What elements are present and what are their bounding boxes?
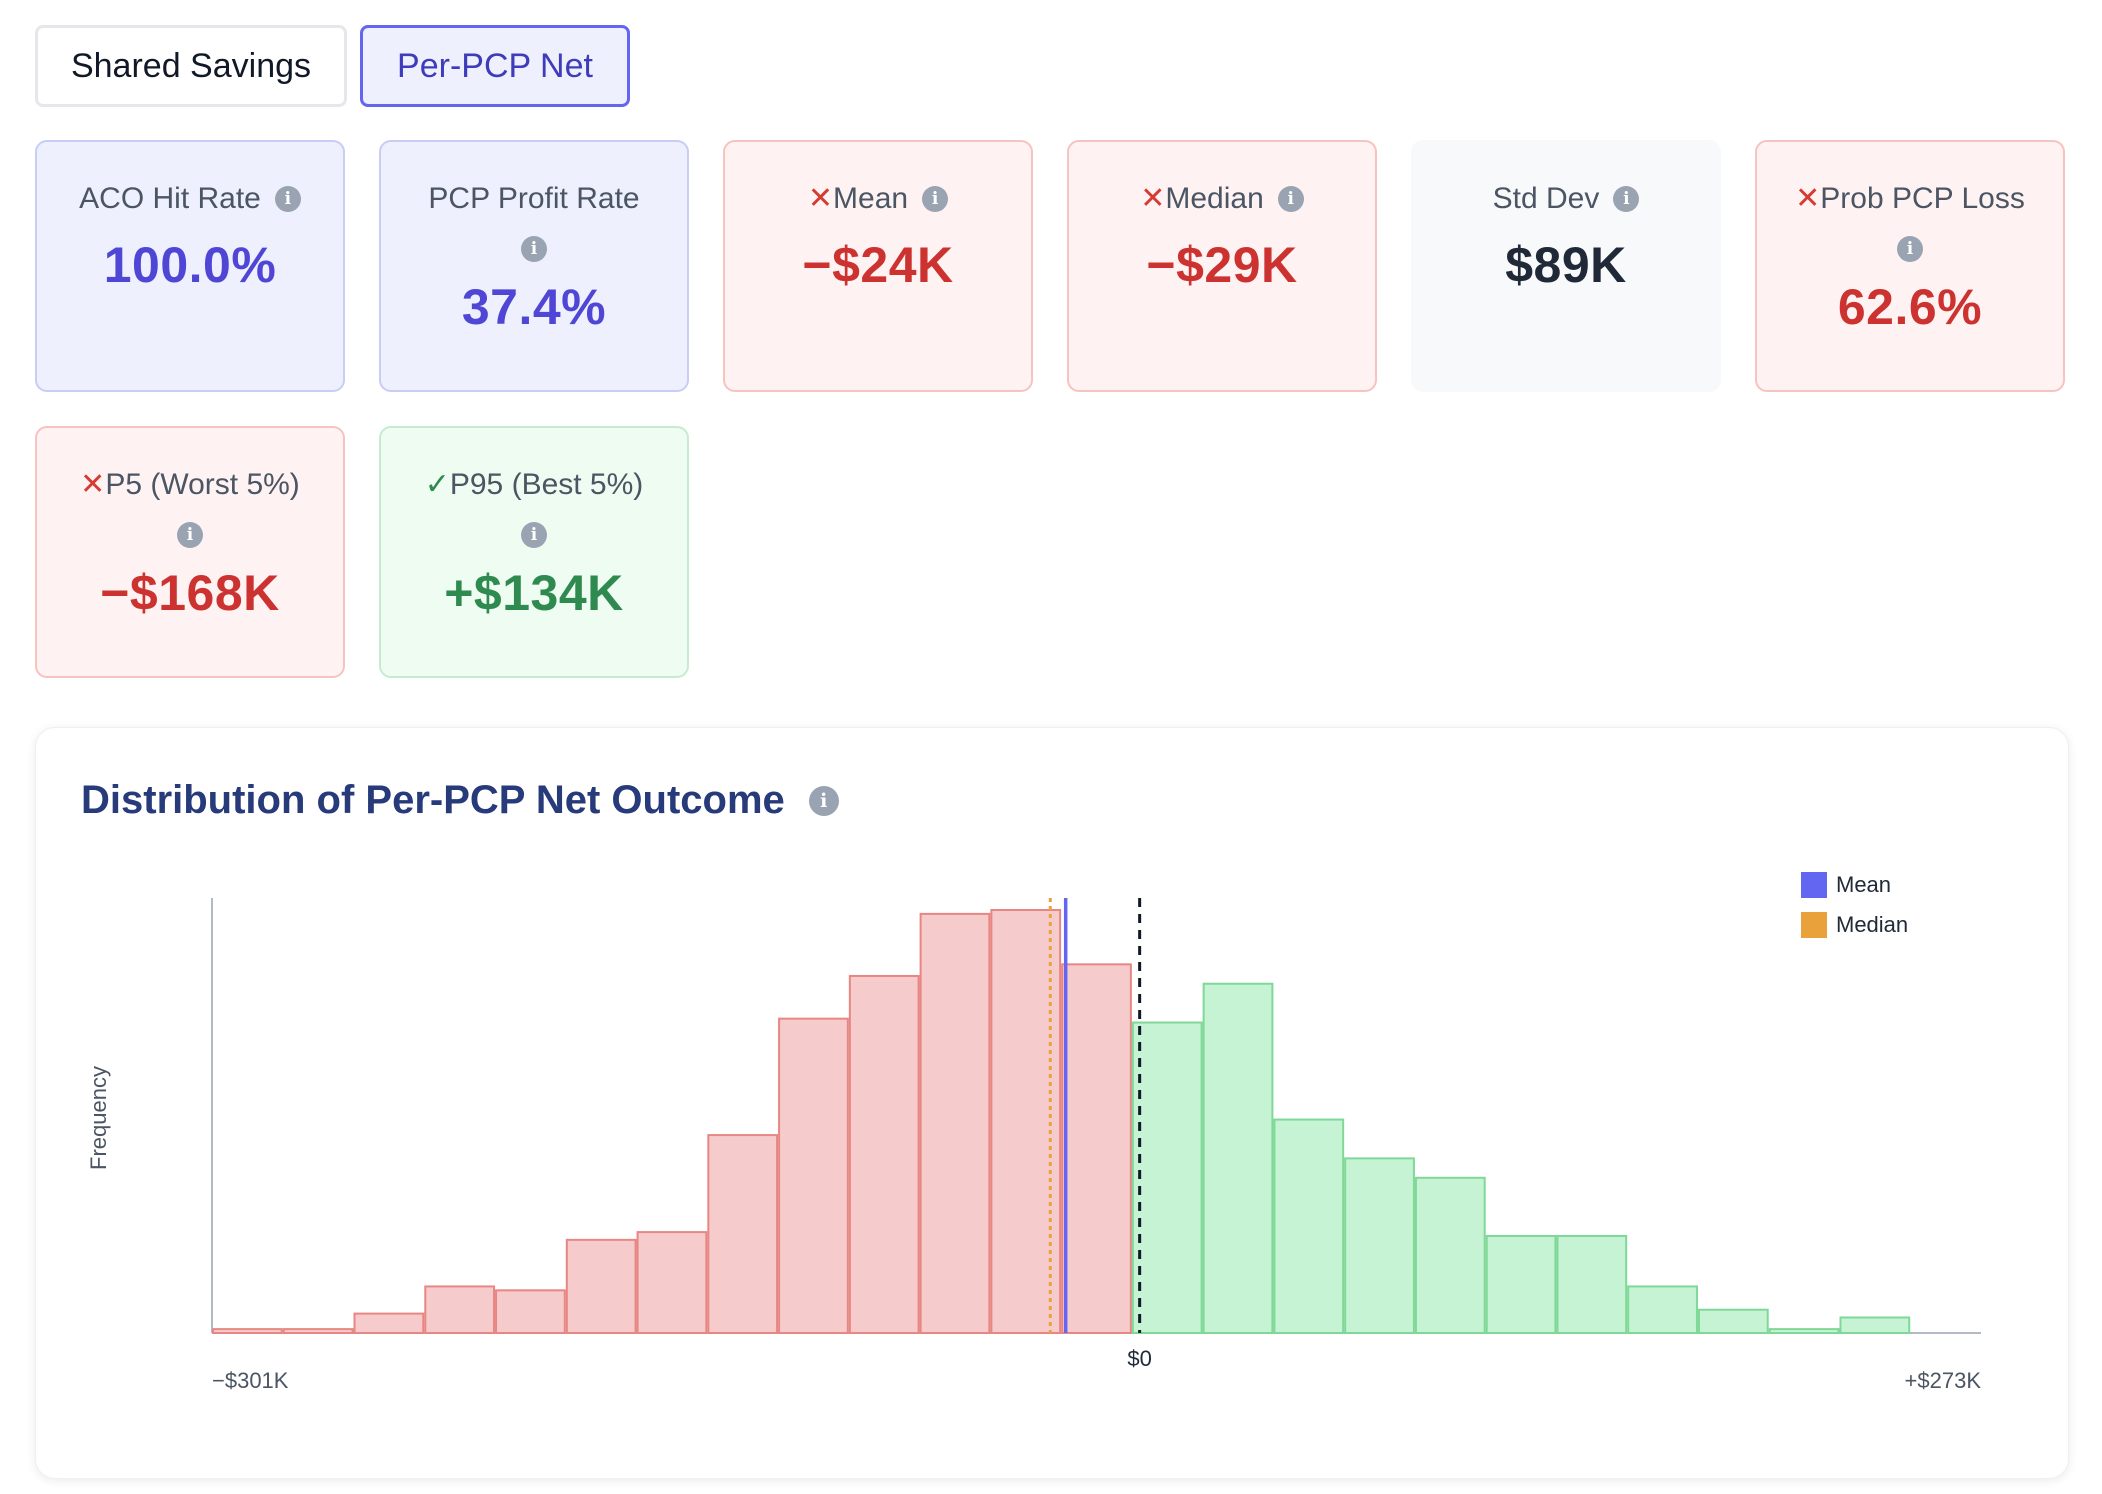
histogram-bar	[424, 1285, 496, 1335]
info-icon[interactable]: i	[1613, 186, 1640, 212]
card-label: P95 (Best 5%)	[449, 468, 644, 501]
x-mark-icon: ✕	[807, 182, 834, 215]
x-tick-label-zero: $0	[1127, 1346, 1151, 1371]
card-pcp-profit-rate: PCP Profit Rate i 37.4%	[379, 140, 689, 392]
legend-swatch	[1801, 872, 1827, 898]
histogram-bar	[1344, 1157, 1415, 1334]
card-label-wrap: ✓ P95 (Best 5%)	[384, 470, 684, 500]
histogram-bar	[707, 1134, 779, 1335]
histogram-bar	[990, 909, 1062, 1334]
card-label: PCP Profit Rate	[428, 182, 640, 215]
card-label-wrap: ✕ Mean i	[728, 184, 1028, 214]
info-icon[interactable]: i	[1897, 236, 1923, 262]
histogram-bar	[353, 1312, 425, 1334]
card-label: Median	[1165, 182, 1264, 215]
info-icon[interactable]: i	[521, 522, 547, 548]
card-value: 62.6%	[1837, 279, 1983, 335]
legend-swatch	[1801, 912, 1827, 938]
tab-per-pcp-net[interactable]: Per-PCP Net	[360, 25, 630, 107]
legend-label: Mean	[1836, 872, 1891, 897]
check-mark-icon: ✓	[424, 468, 450, 501]
x-mark-icon: ✕	[1795, 182, 1821, 215]
card-label: Prob PCP Loss	[1820, 182, 2025, 215]
histogram-bar	[636, 1231, 708, 1335]
info-icon[interactable]: i	[274, 186, 301, 212]
histogram-bar	[1131, 1021, 1203, 1334]
card-label: ACO Hit Rate	[79, 182, 261, 215]
histogram-bar	[1414, 1176, 1486, 1334]
y-axis-label: Frequency	[86, 1066, 111, 1170]
card-value: −$24K	[802, 237, 954, 293]
histogram-bar	[778, 1017, 849, 1334]
histogram-bar	[1273, 1118, 1345, 1334]
card-label: Mean	[833, 182, 909, 215]
histogram-bar	[1697, 1308, 1769, 1334]
tab-shared-savings[interactable]: Shared Savings	[35, 25, 347, 107]
chart-title-wrap: Distribution of Per-PCP Net Outcome i	[81, 778, 839, 823]
card-value: −$168K	[100, 565, 280, 621]
x-mark-icon: ✕	[80, 468, 106, 501]
info-icon[interactable]: i	[1277, 186, 1304, 212]
card-p95: ✓ P95 (Best 5%) i +$134K	[379, 426, 689, 678]
card-label-wrap: ✕ Prob PCP Loss	[1760, 184, 2060, 214]
card-label-wrap: ACO Hit Rate i	[40, 184, 340, 214]
info-icon[interactable]: i	[177, 522, 203, 548]
info-icon[interactable]: i	[521, 236, 547, 262]
card-label: P5 (Worst 5%)	[105, 468, 300, 501]
card-value: 100.0%	[103, 237, 277, 293]
histogram-bar	[1061, 963, 1132, 1335]
card-label-wrap: ✕ P5 (Worst 5%)	[40, 470, 340, 500]
histogram-bar	[1556, 1234, 1628, 1335]
chart-title: Distribution of Per-PCP Net Outcome	[81, 778, 785, 822]
histogram-bar	[1768, 1328, 1840, 1334]
x-mark-icon: ✕	[1140, 182, 1166, 215]
x-tick-label-max: +$273K	[1905, 1368, 1982, 1393]
card-prob-pcp-loss: ✕ Prob PCP Loss i 62.6%	[1755, 140, 2065, 392]
histogram-bar	[282, 1328, 354, 1334]
card-median: ✕ Median i −$29K	[1067, 140, 1377, 392]
histogram-bar	[1627, 1285, 1698, 1335]
card-mean: ✕ Mean i −$24K	[723, 140, 1033, 392]
histogram-bar	[565, 1238, 637, 1335]
histogram-bar	[1202, 982, 1274, 1334]
card-value: +$134K	[444, 565, 624, 621]
card-label-wrap: ✕ Median i	[1072, 184, 1372, 214]
info-icon[interactable]: i	[808, 785, 839, 816]
histogram-bar	[919, 912, 991, 1334]
card-p5: ✕ P5 (Worst 5%) i −$168K	[35, 426, 345, 678]
card-std-dev: Std Dev i $89K	[1411, 140, 1721, 392]
legend-label: Median	[1836, 912, 1908, 937]
card-label-wrap: PCP Profit Rate	[384, 184, 684, 214]
histogram-bar	[495, 1289, 566, 1335]
card-value: 37.4%	[461, 279, 607, 335]
card-label: Std Dev	[1492, 182, 1600, 215]
card-value: $89K	[1505, 237, 1627, 293]
histogram-chart: −$301K $0 +$273K Frequency Mean Median	[86, 872, 1982, 1393]
histogram-bar	[212, 1328, 283, 1334]
histogram-bar	[848, 974, 920, 1334]
histogram-bar	[1485, 1234, 1557, 1335]
info-icon[interactable]: i	[922, 186, 949, 212]
card-aco-hit-rate: ACO Hit Rate i 100.0%	[35, 140, 345, 392]
card-value: −$29K	[1146, 237, 1298, 293]
distribution-panel: Distribution of Per-PCP Net Outcome i −$…	[35, 727, 2069, 1479]
histogram-bar	[1839, 1316, 1911, 1334]
card-label-wrap: Std Dev i	[1416, 184, 1716, 214]
x-tick-label-min: −$301K	[212, 1368, 289, 1393]
view-tabs: Shared Savings Per-PCP Net	[35, 25, 630, 107]
